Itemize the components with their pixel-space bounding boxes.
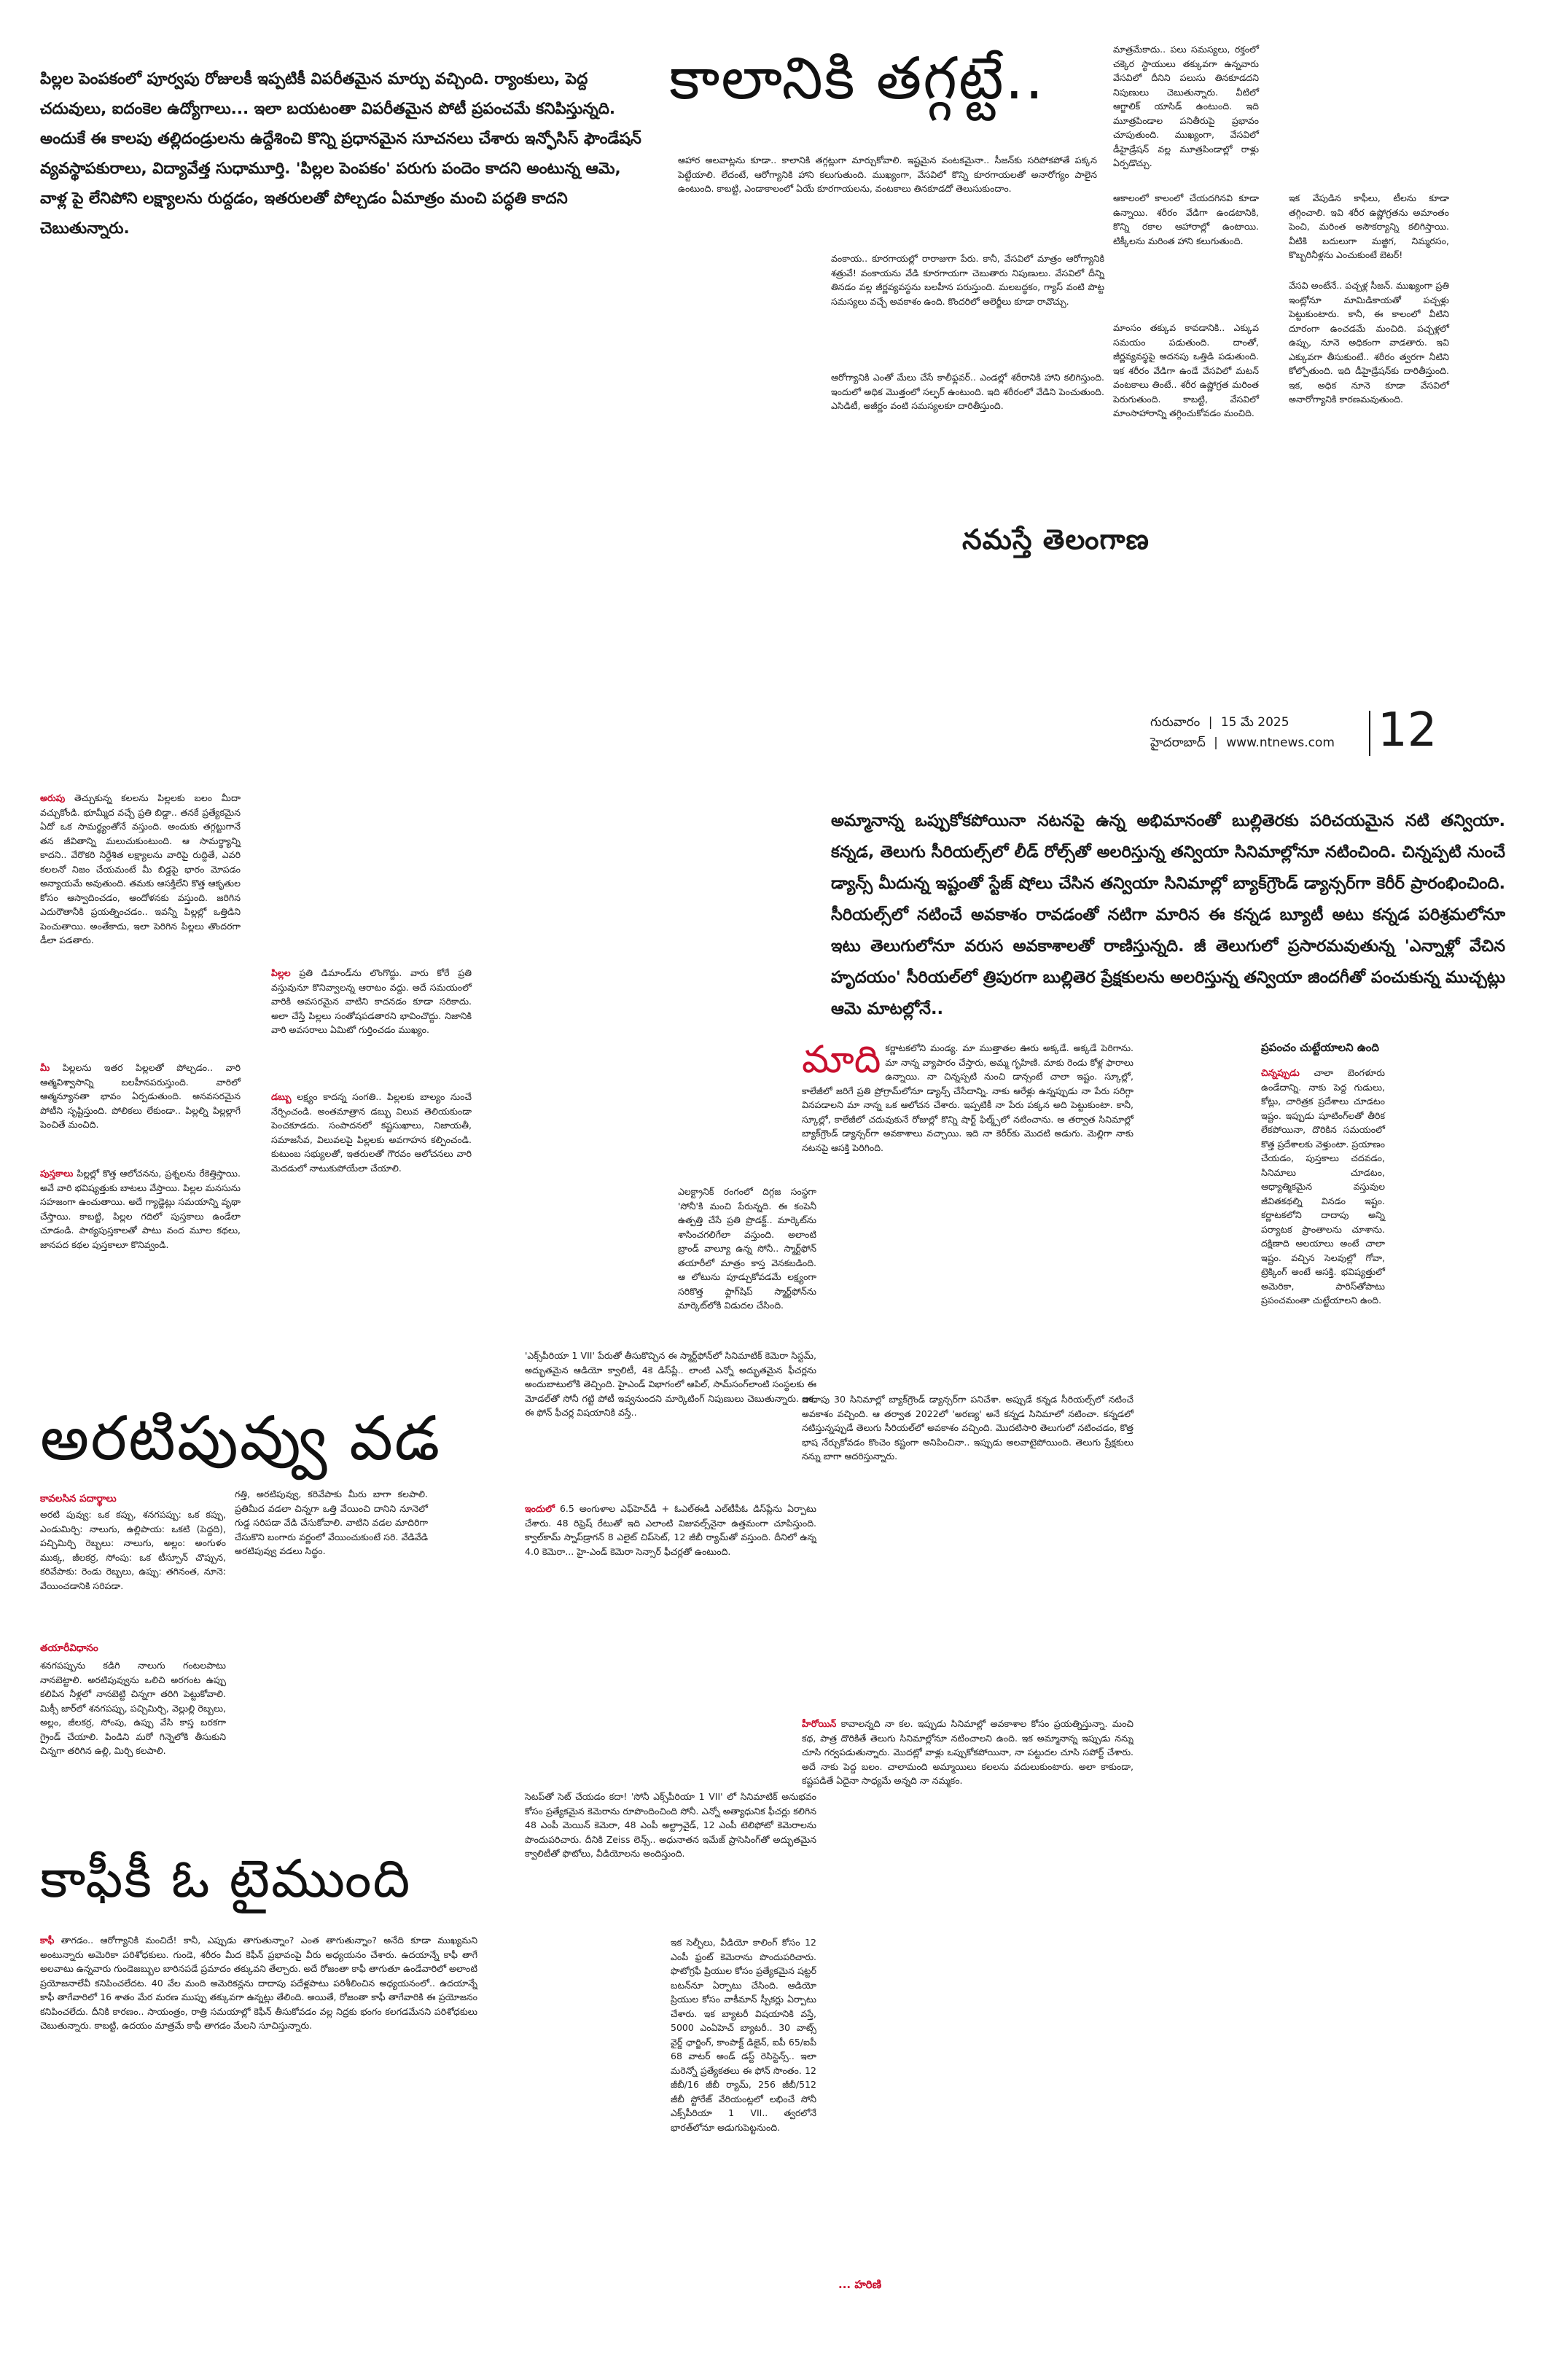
interview-hero: హీరోయిన్ కావాలన్నది నా కల. ఇప్పుడు సినిమ… bbox=[802, 1717, 1133, 1788]
coffee-title: కాఫీకీ ఓ టైముంది bbox=[40, 1848, 412, 1909]
sidebar-title: ప్రపంచం చుట్టేయాలని ఉంది bbox=[1261, 1041, 1379, 1054]
coffee-body: కాఫీ తాగడం.. ఆరోగ్యానికి మంచిదే! కానీ, ఎ… bbox=[40, 1933, 477, 2033]
parenting-p5-text: లక్ష్యం కాదన్న సంగతి.. పిల్లలకు బాల్యం న… bbox=[271, 1091, 472, 1174]
city: హైదరాబాద్ bbox=[1150, 736, 1206, 750]
parenting-p5: డబ్బు లక్ష్యం కాదన్న సంగతి.. పిల్లలకు బా… bbox=[271, 1090, 472, 1175]
page-number: 12 bbox=[1378, 703, 1437, 757]
parenting-p3-lead: పుస్తకాలు bbox=[40, 1168, 74, 1179]
kalaniki-col3b: వేసవి అంటేనే.. పచ్చళ్ల సీజన్. ముఖ్యంగా ప… bbox=[1289, 280, 1449, 405]
interview-career: దాదాపు 30 సినిమాల్లో బ్యాక్‌గ్రౌండ్ డ్యా… bbox=[802, 1394, 1133, 1462]
issue-date: 15 మే 2025 bbox=[1220, 715, 1289, 730]
kalaniki-col2: మాత్రమేకాదు.. పలు సమస్యలు, రక్తంలో చక్కె… bbox=[1113, 44, 1259, 168]
kalaniki-col1c: ఆరోగ్యానికి ఎంతో మేలు చేసే కాలీఫ్లవర్.. … bbox=[831, 372, 1104, 411]
interview-hero-text: కావాలన్నది నా కల. ఇప్పుడు సినిమాల్లో అవక… bbox=[802, 1718, 1133, 1786]
phone-col2: ఇందులో 6.5 అంగుళాల ఎఫ్‌హెచ్‌డీ + ఓఎల్ఈడీ… bbox=[525, 1502, 816, 1558]
recipe-method-continued: గత్తి, అరటిపువ్వు, కరివేపాకు మీరు బాగా క… bbox=[235, 1489, 428, 1556]
interview-madi-lead: మాది bbox=[802, 1038, 881, 1082]
newspaper-logo: నమస్తే తెలంగాణ bbox=[962, 523, 1150, 555]
kalaniki-col2c: మాంసం తక్కువ కావడానికి.. ఎక్కువ సమయం పడు… bbox=[1113, 322, 1259, 418]
masthead-location: హైదరాబాద్ | www.ntnews.com bbox=[1150, 736, 1335, 750]
sidebar-body: చిన్నప్పుడు చాలా బెంగళూరు ఉండేదాన్ని. నా… bbox=[1261, 1066, 1385, 1308]
sidebar-lead: చిన్నప్పుడు bbox=[1261, 1067, 1300, 1078]
parenting-p3: పుస్తకాలు పిల్లల్లో కొత్త ఆలోచనను, ప్రశ్… bbox=[40, 1166, 241, 1252]
parenting-p1: అరుపు తెచ్చుకున్న కలలను పిల్లలకు బలం మీద… bbox=[40, 791, 241, 948]
parenting-p3-text: పిల్లల్లో కొత్త ఆలోచనను, ప్రశ్నలను రేకెత… bbox=[40, 1168, 241, 1250]
phone-col1: ఎలక్ట్రానిక్ రంగంలో దిగ్గజ సంస్థగా 'సోనీ… bbox=[678, 1186, 816, 1311]
kalaniki-col1b: వంకాయ.. కూరగాయల్లో రారాజుగా పేరు. కానీ, … bbox=[831, 253, 1104, 307]
parenting-p2-lead: మీ bbox=[40, 1062, 50, 1073]
interview-madi: మాది కర్ణాటకలోని మండ్య. మా ముత్తాతల ఊరు … bbox=[802, 1041, 1133, 1155]
parenting-p1-lead: అరుపు bbox=[40, 792, 66, 803]
phone-col3: సెటప్‌తో సెట్ చేయడం కదా! 'సోనీ ఎక్స్‌పీర… bbox=[525, 1791, 816, 1859]
parenting-p2: మీ పిల్లలను ఇతర పిల్లలతో పోల్చడం.. వారి … bbox=[40, 1061, 241, 1132]
recipe-title: అరటిపువ్వు వడ bbox=[40, 1402, 442, 1474]
recipe-method-heading: తయారీవిధానం bbox=[40, 1642, 98, 1654]
interview-madi-text: కర్ణాటకలోని మండ్య. మా ముత్తాతల ఊరు అక్కడ… bbox=[802, 1042, 1133, 1153]
kalaniki-col3: ఇక వేపుడిన కాఫీలు, టీలను కూడా తగ్గించాలి… bbox=[1289, 192, 1449, 260]
masthead-dateline: గురువారం | 15 మే 2025 bbox=[1150, 715, 1289, 730]
masthead-divider bbox=[1369, 711, 1370, 756]
kalaniki-col1: ఆహార అలవాట్లను కూడా.. కాలానికి తగ్గట్లుగ… bbox=[678, 155, 1097, 194]
phone-col3b: ఇక సెల్ఫీలు, వీడియో కాలింగ్ కోసం 12 ఎంపీ… bbox=[671, 1937, 816, 2133]
recipe-ingredients: అరటి పువ్వు: ఒక కప్పు, శనగపప్పు: ఒక కప్ప… bbox=[40, 1509, 226, 1591]
kalaniki-col2b: ఆకాలంలో కాలంలో చేయదగినవి కూడా ఉన్నాయి. శ… bbox=[1113, 192, 1259, 246]
kalaniki-title: కాలానికి తగ్గట్టే.. bbox=[669, 44, 1045, 112]
coffee-text: తాగడం.. ఆరోగ్యానికి మంచిదే! కానీ, ఎప్పుడ… bbox=[40, 1935, 477, 2031]
recipe-ingredients-heading: కావలసిన పదార్థాలు bbox=[40, 1493, 117, 1505]
intro-paragraph: పిల్లల పెంపకంలో పూర్వపు రోజులకీ ఇప్పటికీ… bbox=[40, 70, 641, 238]
byline: ... హరిణి bbox=[838, 2278, 882, 2291]
interview-hero-lead: హీరోయిన్ bbox=[802, 1718, 837, 1729]
sidebar-text: చాలా బెంగళూరు ఉండేదాన్ని. నాకు పెద్ద గుడ… bbox=[1261, 1067, 1385, 1306]
phone-col2-lead: ఇందులో bbox=[525, 1503, 555, 1514]
parenting-p5-lead: డబ్బు bbox=[271, 1091, 292, 1102]
phone-col2-text: 6.5 అంగుళాల ఎఫ్‌హెచ్‌డీ + ఓఎల్ఈడీ ఎల్‌టీ… bbox=[525, 1503, 816, 1557]
interview-lead: అమ్మానాన్న ఒప్పుకోకపోయినా నటనపై ఉన్న అభి… bbox=[831, 811, 1505, 1018]
weekday: గురువారం bbox=[1150, 715, 1201, 730]
parenting-p4-text: ప్రతి డిమాండ్‌ను లొంగొద్దు. వారు కోరే ప్… bbox=[271, 967, 472, 1035]
coffee-lead: కాఫీ bbox=[40, 1935, 55, 1946]
parenting-p1-text: తెచ్చుకున్న కలలను పిల్లలకు బలం మీదా వచ్చ… bbox=[40, 792, 241, 945]
website: www.ntnews.com bbox=[1226, 736, 1335, 750]
phone-col1b: 'ఎక్స్‌పీరియా 1 VII' పేరుతో తీసుకొచ్చిన … bbox=[525, 1350, 816, 1418]
parenting-p4-lead: పిల్లల bbox=[271, 967, 291, 978]
parenting-p2-text: పిల్లలను ఇతర పిల్లలతో పోల్చడం.. వారి ఆత్… bbox=[40, 1062, 241, 1130]
parenting-p4: పిల్లల ప్రతి డిమాండ్‌ను లొంగొద్దు. వారు … bbox=[271, 966, 472, 1037]
recipe-method: శనగపప్పును కడిగి నాలుగు గంటలపాటు నానబెట్… bbox=[40, 1660, 226, 1756]
